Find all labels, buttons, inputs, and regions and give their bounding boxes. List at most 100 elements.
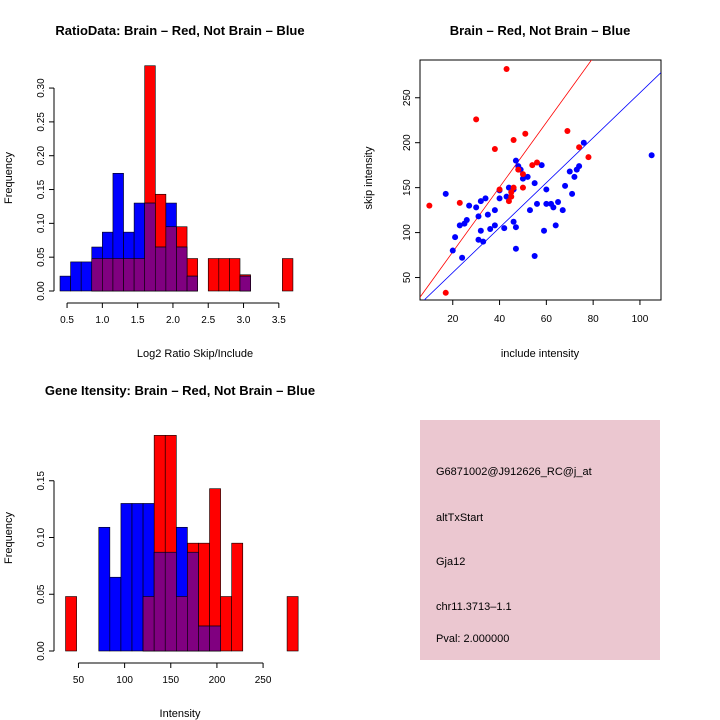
y-axis-tick-label: 0.15 bbox=[36, 179, 47, 199]
point-brain bbox=[515, 166, 522, 173]
bar-brain bbox=[282, 258, 294, 292]
ratio-histogram-ylabel: Frequency bbox=[3, 152, 15, 204]
fit-line bbox=[420, 60, 593, 298]
point-not-brain bbox=[477, 198, 484, 205]
point-brain bbox=[442, 289, 449, 296]
fit-line bbox=[423, 72, 661, 300]
point-not-brain bbox=[463, 217, 470, 223]
bar-overlap bbox=[142, 596, 155, 652]
point-brain bbox=[496, 186, 503, 193]
scatter-x-axis-tick-label: 40 bbox=[494, 314, 506, 325]
ratio-histogram-title: RatioData: Brain – Red, Not Brain – Blue bbox=[55, 23, 304, 38]
point-not-brain bbox=[473, 204, 480, 211]
intensity-histogram: Gene Itensity: Brain – Red, Not Brain – … bbox=[3, 383, 315, 720]
scatter-y-axis-tick-label: 50 bbox=[402, 272, 413, 284]
bar-overlap bbox=[187, 551, 199, 652]
bar-not-brain bbox=[98, 526, 111, 652]
point-not-brain bbox=[543, 200, 550, 207]
bar-overlap bbox=[154, 246, 167, 292]
ratio-histogram-xlabel: Log2 Ratio Skip/Include bbox=[137, 348, 253, 360]
point-not-brain bbox=[566, 168, 573, 175]
y-axis-tick-label: 0.00 bbox=[36, 281, 47, 301]
bar-brain bbox=[218, 258, 230, 292]
bar-overlap bbox=[123, 258, 135, 292]
point-not-brain bbox=[442, 190, 449, 197]
point-not-brain bbox=[466, 202, 473, 209]
point-not-brain bbox=[484, 211, 491, 218]
x-axis-tick-label: 3.0 bbox=[237, 315, 251, 326]
bar-overlap bbox=[91, 258, 103, 292]
point-not-brain bbox=[459, 254, 466, 261]
info-event-type: altTxStart bbox=[436, 512, 483, 524]
bar-overlap bbox=[198, 625, 210, 652]
x-axis-tick-label: 150 bbox=[162, 675, 179, 686]
x-axis-tick-label: 1.5 bbox=[131, 315, 145, 326]
scatter-y-axis-tick-label: 100 bbox=[402, 224, 413, 241]
point-brain bbox=[519, 184, 526, 191]
point-brain bbox=[456, 199, 463, 206]
scatter-y-axis-tick-label: 150 bbox=[402, 179, 413, 196]
point-not-brain bbox=[538, 162, 545, 169]
bar-brain bbox=[231, 542, 244, 652]
point-not-brain bbox=[580, 139, 587, 146]
bar-overlap bbox=[186, 275, 198, 292]
bar-overlap bbox=[209, 625, 221, 652]
intensity-histogram-ylabel: Frequency bbox=[3, 512, 15, 564]
y-axis-tick-label: 0.05 bbox=[36, 584, 47, 604]
bar-overlap bbox=[176, 596, 188, 652]
point-not-brain bbox=[519, 175, 526, 182]
y-axis-tick-label: 0.10 bbox=[36, 213, 47, 233]
point-not-brain bbox=[541, 227, 548, 234]
y-axis-tick-label: 0.05 bbox=[36, 247, 47, 267]
x-axis-tick-label: 2.0 bbox=[166, 315, 180, 326]
scatter-plot-box bbox=[419, 59, 662, 301]
bar-brain bbox=[207, 258, 220, 292]
info-probe-id: G6871002@J912626_RC@j_at bbox=[436, 466, 592, 478]
bar-not-brain bbox=[109, 576, 122, 652]
point-not-brain bbox=[512, 245, 519, 252]
point-brain bbox=[473, 116, 480, 123]
point-not-brain bbox=[510, 218, 517, 225]
x-axis-tick-label: 200 bbox=[209, 675, 226, 686]
point-not-brain bbox=[552, 222, 559, 229]
bar-overlap bbox=[153, 551, 166, 652]
y-axis-tick-label: 0.25 bbox=[36, 112, 47, 132]
bar-brain bbox=[220, 596, 232, 652]
bar-overlap bbox=[239, 275, 251, 292]
bar-brain bbox=[229, 258, 241, 292]
scatter-y-axis-tick-label: 200 bbox=[402, 134, 413, 151]
bar-overlap bbox=[176, 246, 188, 292]
point-not-brain bbox=[475, 213, 482, 220]
scatter-xlabel: include intensity bbox=[501, 348, 580, 360]
scatter-x-axis-tick-label: 60 bbox=[541, 314, 553, 325]
y-axis-tick-label: 0.15 bbox=[36, 471, 47, 491]
point-brain bbox=[505, 198, 512, 205]
point-brain bbox=[519, 171, 526, 178]
bar-not-brain bbox=[59, 275, 71, 292]
y-axis-tick-label: 0.30 bbox=[36, 78, 47, 98]
bar-not-brain bbox=[80, 261, 93, 292]
info-gene: Gja12 bbox=[436, 556, 465, 568]
bar-overlap bbox=[133, 258, 146, 292]
point-not-brain bbox=[512, 224, 519, 231]
point-not-brain bbox=[531, 252, 538, 259]
bar-overlap bbox=[164, 551, 177, 652]
point-not-brain bbox=[482, 195, 489, 202]
bar-brain bbox=[65, 596, 77, 652]
bar-overlap bbox=[102, 258, 114, 292]
y-axis-tick-label: 0.00 bbox=[36, 641, 47, 661]
point-brain bbox=[426, 202, 433, 209]
point-not-brain bbox=[491, 207, 498, 214]
x-axis-tick-label: 3.5 bbox=[272, 315, 286, 326]
point-brain bbox=[529, 162, 536, 169]
info-location: chr11.3713–1.1 bbox=[436, 601, 512, 613]
point-brain bbox=[522, 130, 529, 137]
intensity-scatter: Brain – Red, Not Brain – Blue include in… bbox=[363, 23, 662, 360]
point-not-brain bbox=[505, 184, 512, 191]
point-not-brain bbox=[491, 222, 498, 229]
point-brain bbox=[508, 189, 515, 196]
point-not-brain bbox=[477, 227, 484, 234]
point-not-brain bbox=[571, 173, 578, 180]
point-brain bbox=[533, 159, 540, 166]
